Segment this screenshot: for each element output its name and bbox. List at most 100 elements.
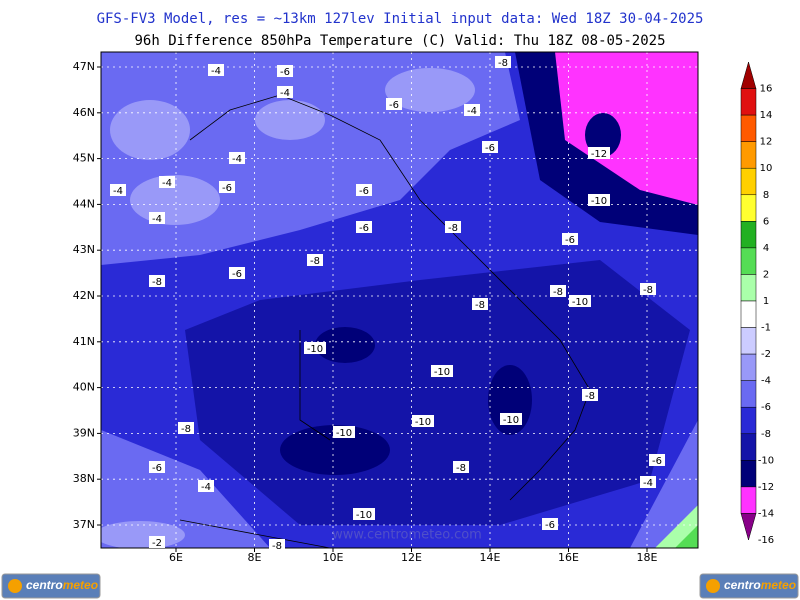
contour-label-box xyxy=(582,389,598,401)
colorbar-label: 4 xyxy=(763,243,769,254)
grid xyxy=(97,52,698,552)
colorbar-label: -16 xyxy=(758,535,774,546)
logo-left: centrometeo xyxy=(1,573,101,599)
colorbar-label: -12 xyxy=(758,482,774,493)
contour-label-box xyxy=(562,233,578,245)
colorbar-label: 14 xyxy=(760,110,773,121)
lon-label: 18E xyxy=(637,551,658,564)
contour-label-box xyxy=(431,365,453,377)
contour-label-box xyxy=(198,480,214,492)
contour-label: -6 xyxy=(565,235,575,246)
contour-label-box xyxy=(159,176,175,188)
colorbar-label: 12 xyxy=(760,137,773,148)
contour-label: -4 xyxy=(467,106,477,117)
contour-label-box xyxy=(482,141,498,153)
colorbar-label: 10 xyxy=(760,163,773,174)
contour-label-box xyxy=(464,104,480,116)
contour-label: -8 xyxy=(448,223,458,234)
lon-label: 8E xyxy=(248,551,262,564)
contour-label-box xyxy=(149,461,165,473)
contour-label: -8 xyxy=(553,287,563,298)
contour-label: -4 xyxy=(280,88,290,99)
colorbar-label: -6 xyxy=(761,402,771,413)
contour-label: -10 xyxy=(356,510,372,521)
contour-label-box xyxy=(640,476,656,488)
contour-label-box xyxy=(149,536,165,548)
colorbar-label: -8 xyxy=(761,429,771,440)
contour-label: -8 xyxy=(475,300,485,311)
contour-label-box xyxy=(412,415,434,427)
colorbar-swatch xyxy=(740,486,757,514)
contour-label: -4 xyxy=(113,186,123,197)
contour-label: -4 xyxy=(643,478,653,489)
watermark: www.centrometeo.com xyxy=(332,528,482,543)
contour-label-box xyxy=(277,86,293,98)
contour-label-box xyxy=(495,56,511,68)
contour-label: -4 xyxy=(162,178,172,189)
colorbar-cap xyxy=(740,513,757,541)
contour-label: -8 xyxy=(310,256,320,267)
contour-label: -8 xyxy=(152,277,162,288)
contour-label-box xyxy=(386,98,402,110)
colorbar-swatch xyxy=(740,141,757,169)
contour-label-box xyxy=(178,422,194,434)
colorbar-label: -4 xyxy=(761,376,771,387)
colorbar-label: -14 xyxy=(758,508,774,519)
logo-part: centro xyxy=(26,578,63,592)
contour-label: -6 xyxy=(152,463,162,474)
contour-label-box xyxy=(149,212,165,224)
contour-label-box xyxy=(649,454,665,466)
colorbar-swatch xyxy=(740,353,757,381)
colorbar-swatch xyxy=(740,274,757,302)
contour-label-box xyxy=(569,295,591,307)
contour-label: -4 xyxy=(201,482,211,493)
colorbar-swatch xyxy=(740,194,757,222)
contour-label-box xyxy=(333,426,355,438)
colorbar-swatch xyxy=(740,327,757,355)
colorbar-label: 6 xyxy=(763,216,769,227)
colorbar-label: 2 xyxy=(763,269,769,280)
contour-label: -6 xyxy=(545,520,555,531)
logo-right: centrometeo xyxy=(699,573,799,599)
lat-label: 44N xyxy=(73,197,95,210)
contour-label: -10 xyxy=(307,344,323,355)
contour-label-box xyxy=(550,285,566,297)
lon-label: 16E xyxy=(558,551,579,564)
map-frame xyxy=(100,51,699,549)
contour-label: -6 xyxy=(222,183,232,194)
lat-label: 46N xyxy=(73,106,95,119)
lon-label: 14E xyxy=(480,551,501,564)
contour-label-box xyxy=(640,283,656,295)
svg-text:centrometeo: centrometeo xyxy=(724,578,796,592)
colorbar-label: -2 xyxy=(761,349,771,360)
lat-label: 39N xyxy=(73,426,95,439)
contour-label: -8 xyxy=(456,463,466,474)
logo-part: centro xyxy=(724,578,761,592)
contour-label: -2 xyxy=(152,538,162,549)
contour-label: -10 xyxy=(415,417,431,428)
contour-label: -10 xyxy=(434,367,450,378)
contour-label: -12 xyxy=(591,149,607,160)
colorbar-swatch xyxy=(740,88,757,116)
colorbar-label: 1 xyxy=(763,296,769,307)
contour-label-box xyxy=(277,65,293,77)
colorbar-swatch xyxy=(740,433,757,461)
colorbar-swatch xyxy=(740,247,757,275)
contour-label-box xyxy=(229,267,245,279)
contour-label-box xyxy=(445,221,461,233)
map-field xyxy=(101,52,698,548)
contour-label: -10 xyxy=(591,196,607,207)
colorbar-label: 16 xyxy=(760,84,773,95)
lat-label: 38N xyxy=(73,472,95,485)
contour-label: -8 xyxy=(643,285,653,296)
lat-label: 45N xyxy=(73,152,95,165)
contour-label-box xyxy=(229,152,245,164)
contour-label-box xyxy=(208,64,224,76)
contour-label-box xyxy=(307,254,323,266)
colorbar-swatch xyxy=(740,114,757,142)
svg-text:centrometeo: centrometeo xyxy=(26,578,98,592)
colorbar-swatch xyxy=(740,167,757,196)
lat-label: 40N xyxy=(73,381,95,394)
